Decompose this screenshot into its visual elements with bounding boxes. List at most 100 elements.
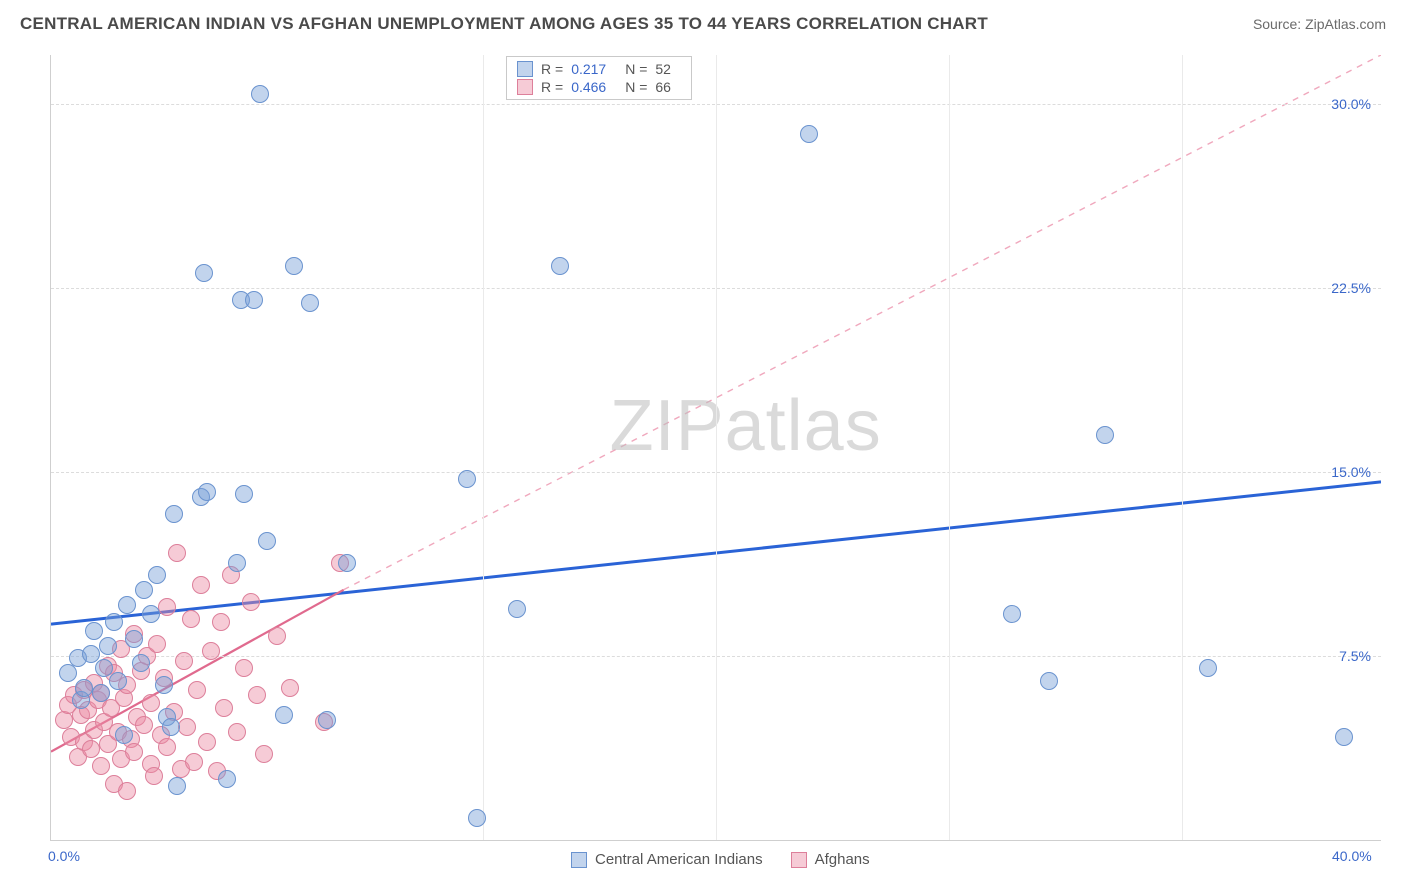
scatter-point-a <box>115 726 133 744</box>
correlation-legend-row-a: R = 0.217 N = 52 <box>517 61 681 77</box>
scatter-point-a <box>285 257 303 275</box>
scatter-point-b <box>228 723 246 741</box>
scatter-point-a <box>218 770 236 788</box>
scatter-point-a <box>1096 426 1114 444</box>
scatter-point-a <box>75 679 93 697</box>
scatter-point-b <box>135 716 153 734</box>
series-legend-item-a: Central American Indians <box>571 851 763 868</box>
scatter-chart: ZIPatlas R = 0.217 N = 52 R = 0.466 N = … <box>50 55 1381 841</box>
swatch-series-b-icon <box>791 852 807 868</box>
scatter-point-b <box>148 635 166 653</box>
scatter-point-b <box>158 738 176 756</box>
scatter-point-b <box>198 733 216 751</box>
scatter-point-b <box>82 740 100 758</box>
scatter-point-a <box>458 470 476 488</box>
watermark-zip: ZIP <box>610 386 725 466</box>
scatter-point-a <box>468 809 486 827</box>
scatter-point-a <box>1335 728 1353 746</box>
scatter-point-b <box>145 767 163 785</box>
watermark: ZIPatlas <box>610 385 882 467</box>
swatch-series-a <box>517 61 533 77</box>
y-tick-label: 22.5% <box>1331 280 1371 296</box>
scatter-point-a <box>118 596 136 614</box>
scatter-point-a <box>92 684 110 702</box>
scatter-point-a <box>1003 605 1021 623</box>
scatter-point-b <box>212 613 230 631</box>
scatter-point-a <box>551 257 569 275</box>
scatter-point-b <box>192 576 210 594</box>
gridline-v <box>716 55 717 840</box>
y-tick-label: 30.0% <box>1331 96 1371 112</box>
scatter-point-a <box>301 294 319 312</box>
scatter-point-a <box>132 654 150 672</box>
scatter-point-a <box>125 630 143 648</box>
scatter-point-a <box>251 85 269 103</box>
scatter-point-b <box>178 718 196 736</box>
gridline-v <box>483 55 484 840</box>
scatter-point-b <box>182 610 200 628</box>
scatter-point-b <box>185 753 203 771</box>
scatter-point-a <box>162 718 180 736</box>
scatter-point-a <box>99 637 117 655</box>
source-attribution: Source: ZipAtlas.com <box>1253 16 1386 32</box>
scatter-point-b <box>175 652 193 670</box>
scatter-point-a <box>195 264 213 282</box>
r-value-a: 0.217 <box>571 61 617 77</box>
r-label-b: R = <box>541 79 563 95</box>
series-legend: Central American Indians Afghans <box>571 851 870 868</box>
scatter-point-a <box>318 711 336 729</box>
watermark-atlas: atlas <box>725 386 882 466</box>
y-tick-label: 7.5% <box>1339 648 1371 664</box>
x-origin-label: 0.0% <box>48 848 80 864</box>
gridline-v <box>1182 55 1183 840</box>
y-tick-label: 15.0% <box>1331 464 1371 480</box>
correlation-legend-row-b: R = 0.466 N = 66 <box>517 79 681 95</box>
scatter-point-b <box>158 598 176 616</box>
scatter-point-a <box>275 706 293 724</box>
r-value-b: 0.466 <box>571 79 617 95</box>
scatter-point-a <box>155 676 173 694</box>
scatter-point-a <box>109 672 127 690</box>
scatter-point-a <box>1199 659 1217 677</box>
scatter-point-b <box>268 627 286 645</box>
scatter-point-b <box>235 659 253 677</box>
n-label-a: N = <box>625 61 647 77</box>
scatter-point-a <box>82 645 100 663</box>
scatter-point-a <box>148 566 166 584</box>
scatter-point-a <box>165 505 183 523</box>
scatter-point-a <box>168 777 186 795</box>
scatter-point-a <box>1040 672 1058 690</box>
scatter-point-b <box>118 782 136 800</box>
swatch-series-b <box>517 79 533 95</box>
scatter-point-a <box>85 622 103 640</box>
scatter-point-a <box>258 532 276 550</box>
scatter-point-a <box>135 581 153 599</box>
scatter-point-b <box>215 699 233 717</box>
scatter-point-b <box>92 757 110 775</box>
scatter-point-a <box>235 485 253 503</box>
scatter-point-a <box>508 600 526 618</box>
r-label-a: R = <box>541 61 563 77</box>
series-b-name: Afghans <box>815 851 870 868</box>
scatter-point-a <box>338 554 356 572</box>
series-legend-item-b: Afghans <box>791 851 870 868</box>
scatter-point-b <box>202 642 220 660</box>
n-value-b: 66 <box>655 79 681 95</box>
scatter-point-b <box>142 694 160 712</box>
scatter-point-a <box>142 605 160 623</box>
scatter-point-a <box>105 613 123 631</box>
swatch-series-a-icon <box>571 852 587 868</box>
scatter-point-a <box>800 125 818 143</box>
gridline-v <box>949 55 950 840</box>
scatter-point-a <box>228 554 246 572</box>
scatter-point-b <box>248 686 266 704</box>
scatter-point-b <box>188 681 206 699</box>
n-label-b: N = <box>625 79 647 95</box>
x-max-label: 40.0% <box>1332 848 1372 864</box>
n-value-a: 52 <box>655 61 681 77</box>
scatter-point-b <box>125 743 143 761</box>
scatter-point-a <box>198 483 216 501</box>
scatter-point-a <box>245 291 263 309</box>
series-a-name: Central American Indians <box>595 851 763 868</box>
scatter-point-b <box>281 679 299 697</box>
